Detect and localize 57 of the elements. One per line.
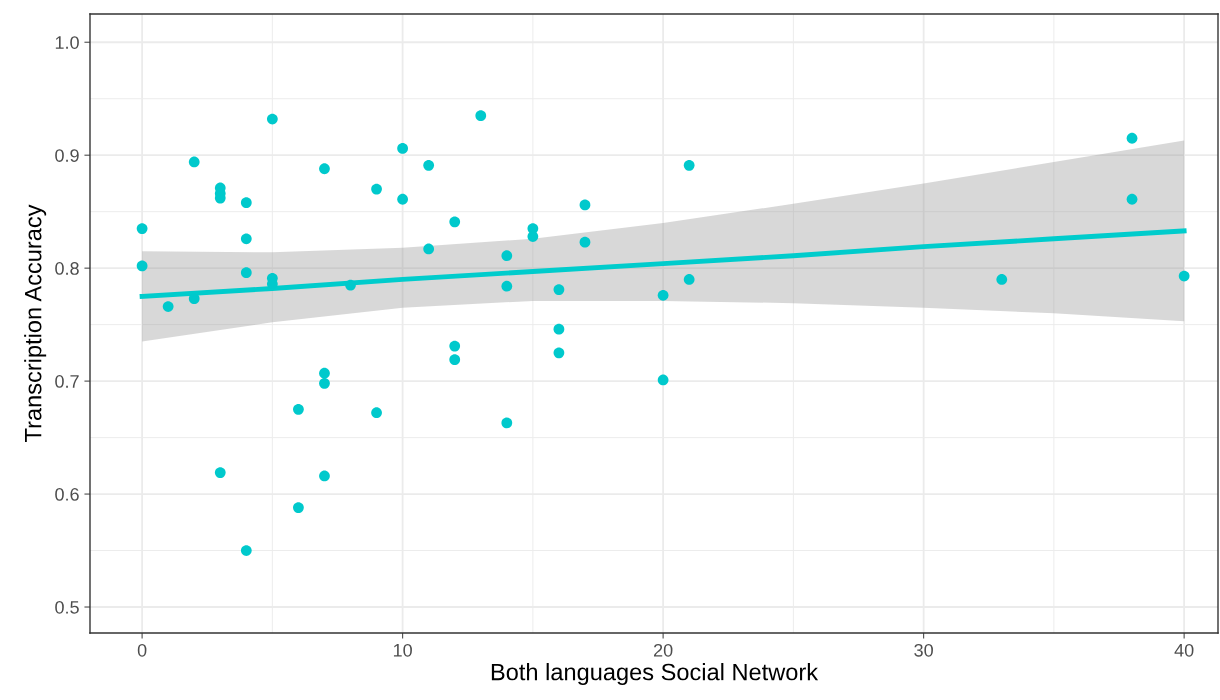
point [553, 284, 565, 295]
point [266, 113, 278, 125]
y-tick-label: 0.8 [55, 262, 79, 275]
point [319, 470, 330, 482]
point [553, 347, 565, 359]
point [136, 223, 148, 234]
point [240, 197, 252, 209]
point [683, 159, 695, 171]
y-tick-label: 0.9 [55, 149, 79, 162]
point [501, 250, 513, 262]
point [371, 183, 382, 195]
point [527, 231, 539, 242]
point [319, 377, 330, 389]
point [449, 354, 461, 366]
point [240, 233, 252, 245]
y-tick-label: 0.5 [55, 600, 79, 614]
point [657, 289, 669, 301]
point [345, 279, 356, 291]
point [319, 163, 330, 175]
x-tick-label: 40 [1174, 643, 1194, 657]
point [1178, 270, 1190, 282]
point [501, 417, 513, 429]
x-tick-label: 20 [653, 643, 673, 657]
y-tick-label: 0.6 [55, 488, 79, 501]
point [371, 407, 382, 419]
y-tick-label: 0.7 [55, 375, 79, 388]
point [996, 274, 1008, 285]
point [1126, 132, 1138, 144]
point [683, 274, 695, 285]
x-tick-label: 10 [393, 643, 412, 657]
point [449, 216, 461, 228]
point [188, 156, 200, 168]
point [449, 340, 461, 352]
point [240, 545, 252, 556]
x-axis-title: Both languages Social Network [491, 663, 819, 686]
point [293, 502, 304, 513]
point [501, 280, 513, 292]
point [214, 467, 226, 478]
point [423, 243, 435, 255]
point [579, 236, 591, 248]
y-axis-title: Transcription Accuracy [24, 204, 47, 442]
point [423, 159, 435, 171]
point [162, 301, 174, 312]
point [136, 260, 148, 272]
point [657, 374, 669, 386]
point [553, 323, 565, 335]
point [397, 143, 408, 154]
y-tick-label: 1.0 [55, 36, 79, 49]
point [319, 367, 330, 379]
x-tick-label: 30 [914, 643, 933, 657]
point [579, 199, 591, 211]
point [1126, 193, 1138, 205]
point [475, 110, 487, 122]
point [293, 403, 304, 415]
x-tick-label: 0 [137, 643, 147, 657]
point [397, 193, 408, 205]
point [240, 267, 252, 279]
